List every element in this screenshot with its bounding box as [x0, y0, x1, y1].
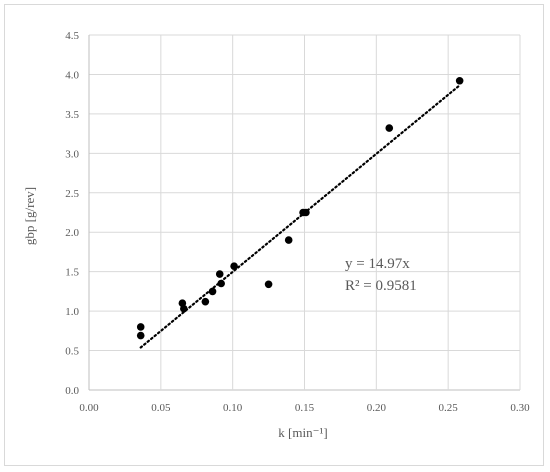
- y-tick-labels: 0.0 0.5 1.0 1.5 2.0 2.5 3.0 3.5 4.0 4.5: [65, 30, 79, 397]
- chart-frame: [4, 4, 544, 466]
- data-point: [264, 280, 273, 289]
- x-axis-title: k [min⁻¹]: [278, 425, 327, 440]
- trendline-equation: y = 14.97x: [345, 256, 410, 272]
- data-point: [215, 270, 224, 278]
- y-tick-label: 1.5: [65, 267, 79, 279]
- y-tick-label: 3.5: [65, 109, 79, 121]
- y-axis-title: gbp [g/rev]: [22, 187, 37, 245]
- y-tick-label: 3.0: [65, 148, 79, 160]
- x-tick-label: 0.00: [79, 402, 99, 414]
- data-point: [201, 297, 210, 306]
- y-tick-label: 1.0: [65, 306, 79, 318]
- y-tick-label: 4.0: [65, 69, 79, 81]
- y-tick-label: 4.5: [65, 30, 79, 42]
- data-point: [208, 287, 217, 296]
- data-point: [180, 304, 188, 313]
- data-point: [230, 262, 238, 270]
- data-point: [385, 124, 394, 132]
- data-points: [136, 76, 464, 340]
- data-point: [455, 76, 464, 85]
- y-tick-label: 0.5: [65, 346, 79, 358]
- trendline-layer: [139, 84, 461, 349]
- linear-trendline: [139, 84, 461, 349]
- data-point: [217, 279, 225, 288]
- x-tick-label: 0.05: [151, 402, 171, 414]
- x-tick-label: 0.15: [295, 402, 315, 414]
- gridlines: [88, 34, 521, 391]
- r-squared-label: R² = 0.9581: [345, 278, 417, 294]
- y-tick-label: 2.0: [65, 227, 79, 239]
- x-tick-labels: 0.00 0.05 0.10 0.15 0.20 0.25 0.30: [79, 402, 530, 414]
- x-tick-label: 0.25: [439, 402, 459, 414]
- data-point: [136, 331, 145, 340]
- y-tick-label: 0.0: [65, 385, 79, 397]
- x-tick-label: 0.10: [223, 402, 243, 414]
- x-tick-label: 0.30: [510, 402, 530, 414]
- data-point: [284, 236, 293, 244]
- y-tick-label: 2.5: [65, 188, 79, 200]
- x-tick-label: 0.20: [367, 402, 387, 414]
- data-point: [136, 323, 145, 331]
- data-point: [302, 208, 310, 217]
